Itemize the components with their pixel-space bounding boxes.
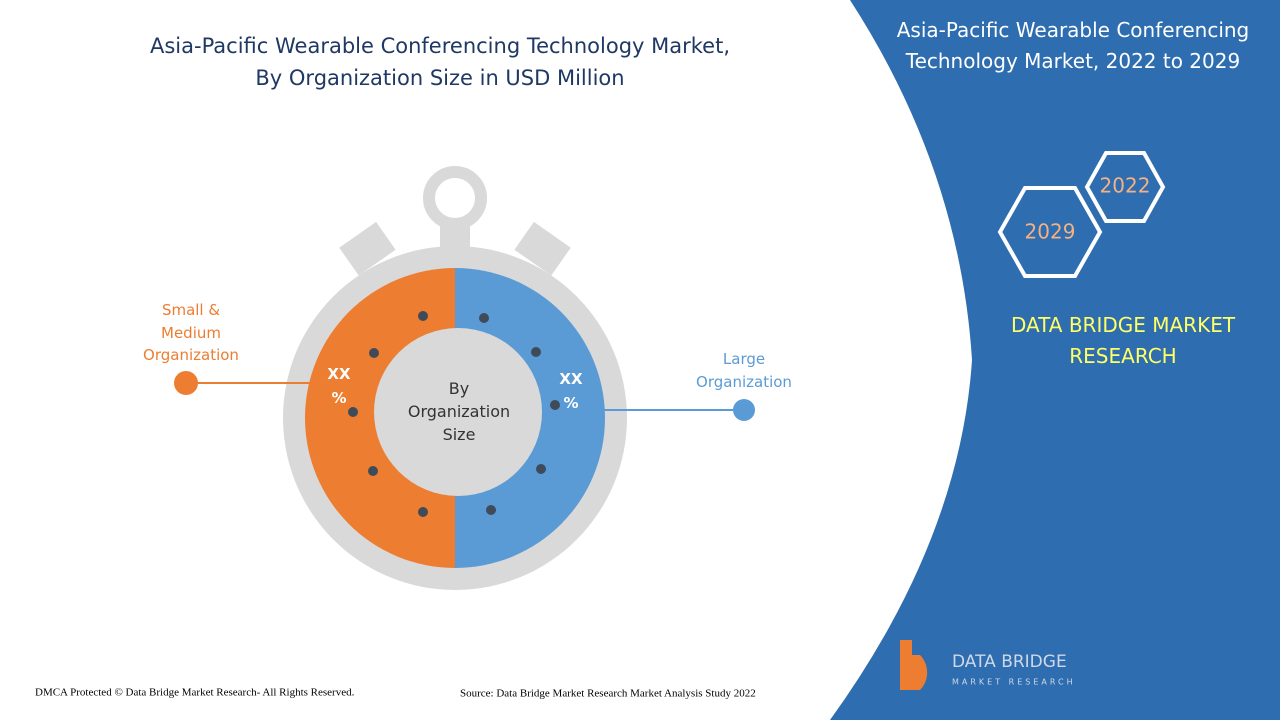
brand-line: RESEARCH xyxy=(1069,344,1176,368)
center-line: Organization xyxy=(408,402,510,421)
logo-text: MARKET RESEARCH xyxy=(952,678,1076,687)
dot xyxy=(348,407,358,417)
center-line: By xyxy=(449,379,469,398)
label-line: Small & xyxy=(162,301,220,319)
panel-title: Asia-Pacific Wearable Conferencing Techno… xyxy=(897,18,1250,73)
side-button xyxy=(514,221,571,276)
label-line: Organization xyxy=(696,373,792,391)
callout-dot xyxy=(174,371,198,395)
value-line: % xyxy=(563,394,578,412)
dot xyxy=(486,505,496,515)
brand: DATA BRIDGE MARKET RESEARCH xyxy=(1011,313,1236,368)
dot xyxy=(536,464,546,474)
year: 2029 xyxy=(1025,220,1076,244)
panel-title-line: Asia-Pacific Wearable Conferencing xyxy=(897,18,1250,42)
dot xyxy=(550,400,560,410)
value-line: % xyxy=(331,389,346,407)
panel-title-line: Technology Market, 2022 to 2029 xyxy=(905,49,1240,73)
logo-text: DATA BRIDGE xyxy=(952,652,1067,672)
title-line: By Organization Size in USD Million xyxy=(255,66,624,90)
brand-line: DATA BRIDGE MARKET xyxy=(1011,313,1236,337)
value-line: XX xyxy=(559,370,583,388)
dial-dots xyxy=(348,311,560,517)
dot xyxy=(418,507,428,517)
dot xyxy=(531,347,541,357)
center-circle xyxy=(374,328,542,496)
right-panel xyxy=(830,0,1280,720)
hexagon xyxy=(997,186,1103,278)
year: 2022 xyxy=(1100,174,1151,198)
segment-value: XX% xyxy=(559,370,583,412)
side-button xyxy=(339,221,396,276)
dot xyxy=(368,466,378,476)
logo-mark xyxy=(900,640,928,690)
hexagon xyxy=(1084,151,1166,223)
title: Asia-Pacific Wearable Conferencing Techn… xyxy=(150,34,730,90)
dot xyxy=(418,311,428,321)
copyright: DMCA Protected © Data Bridge Market Rese… xyxy=(35,687,355,699)
source: Source: Data Bridge Market Research Mark… xyxy=(460,688,756,700)
label-line: Large xyxy=(723,350,765,368)
value-line: XX xyxy=(327,365,351,383)
center-label: By Organization Size xyxy=(408,379,510,444)
segment-label: Large Organization xyxy=(696,350,792,391)
label-line: Medium xyxy=(161,324,221,342)
callout-dot xyxy=(733,399,755,421)
dot xyxy=(479,313,489,323)
dot xyxy=(369,348,379,358)
segment-label: Small & Medium Organization xyxy=(143,301,239,364)
center-line: Size xyxy=(443,425,476,444)
segment-value: XX% xyxy=(327,365,351,407)
label-line: Organization xyxy=(143,346,239,364)
title-line: Asia-Pacific Wearable Conferencing Techn… xyxy=(150,34,730,58)
